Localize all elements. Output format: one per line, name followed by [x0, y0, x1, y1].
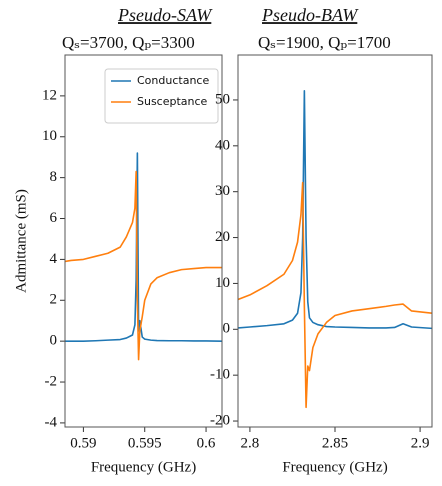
- x-tick-label: 2.8: [241, 435, 260, 451]
- panel-title: Pseudo-BAW: [261, 5, 359, 25]
- series-line: [238, 181, 432, 409]
- x-axis-label: Frequency (GHz): [91, 459, 196, 475]
- panel-subtitle: Qₛ=1900, Qₚ=1700: [258, 33, 391, 52]
- x-tick-label: 0.595: [128, 435, 162, 451]
- y-tick-label: 40: [215, 137, 230, 153]
- y-tick-label: 20: [215, 229, 230, 245]
- panel-title: Pseudo-SAW: [117, 5, 213, 25]
- panel-subtitle: Qₛ=3700, Qₚ=3300: [62, 33, 195, 52]
- plot-area: [238, 89, 432, 409]
- y-tick-label: 2: [50, 292, 58, 308]
- series-line: [65, 152, 222, 342]
- y-tick-label: 10: [42, 128, 57, 144]
- x-tick-label: 2.9: [411, 435, 430, 451]
- y-tick-label: 0: [50, 333, 58, 349]
- y-tick-label: -4: [45, 414, 58, 430]
- y-tick-label: -2: [45, 373, 58, 389]
- y-tick-label: -10: [210, 367, 230, 383]
- plot-frame: [64, 54, 223, 428]
- y-tick-label: -20: [210, 412, 230, 428]
- legend-label: Conductance: [137, 74, 209, 87]
- legend-label: Susceptance: [137, 95, 208, 108]
- y-tick-label: 0: [223, 321, 231, 337]
- y-tick-label: 30: [215, 183, 230, 199]
- x-tick-label: 0.6: [197, 435, 216, 451]
- y-tick-label: 8: [50, 169, 58, 185]
- y-tick-label: 12: [42, 87, 57, 103]
- plot-frame: [237, 54, 433, 428]
- x-tick-label: 2.85: [322, 435, 348, 451]
- series-line: [238, 89, 432, 330]
- x-tick-label: 0.59: [70, 435, 96, 451]
- y-tick-label: 50: [215, 91, 230, 107]
- series-line: [65, 170, 222, 361]
- legend-box: [104, 68, 219, 124]
- y-axis-label: Admittance (mS): [13, 189, 29, 293]
- y-tick-label: 10: [215, 275, 230, 291]
- y-tick-label: 4: [50, 251, 58, 267]
- plot-area: [65, 152, 222, 361]
- x-axis-label: Frequency (GHz): [282, 459, 387, 475]
- y-tick-label: 6: [50, 210, 58, 226]
